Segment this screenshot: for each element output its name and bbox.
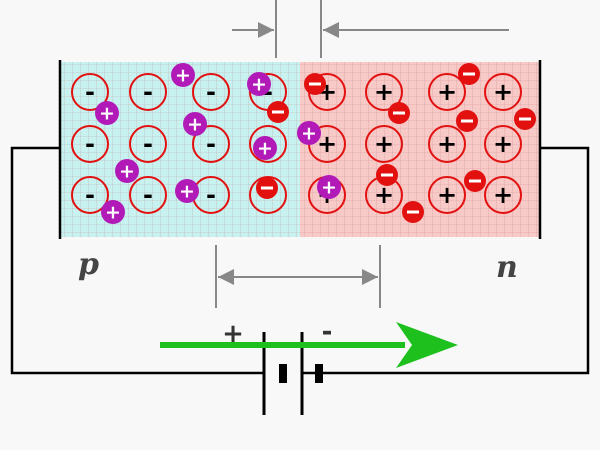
junction-width-dimension-bottom [215,245,381,308]
svg-text:+: + [99,103,115,125]
battery-small-plate-right [315,364,323,383]
acceptor-ion: - [71,176,109,214]
donor-ion: + [365,73,403,111]
hole: + [101,200,125,224]
svg-text:+: + [105,202,121,224]
svg-text:+: + [179,181,195,203]
electron [456,110,478,132]
electron [267,101,289,123]
svg-text:-: - [263,78,273,106]
electron [388,102,410,124]
svg-text:+: + [257,138,273,160]
battery-negative-label: - [322,317,333,347]
hole: + [297,121,321,145]
hole: + [175,179,199,203]
svg-text:-: - [85,181,95,209]
svg-text:+: + [493,130,513,158]
lattice-grid [60,62,540,237]
electron [464,170,486,192]
svg-text:+: + [321,177,337,199]
battery-small-plate-left [279,364,287,383]
donor-ion: + [484,73,522,111]
free-electrons [256,63,536,223]
svg-text:+: + [301,123,317,145]
donor-ion: + [484,176,522,214]
svg-text:-: - [143,130,153,158]
svg-text:+: + [374,181,394,209]
svg-text:-: - [206,181,216,209]
wire-right [302,146,590,375]
hole: + [183,112,207,136]
acceptor-ion: - [71,73,109,111]
junction-width-dimension-top [232,0,509,58]
svg-text:-: - [206,78,216,106]
electron [458,63,480,85]
donor-ion: + [428,176,466,214]
electron [402,201,424,223]
acceptor-ion: - [129,73,167,111]
acceptor-ion: - [71,125,109,163]
svg-text:+: + [374,78,394,106]
svg-text:+: + [437,130,457,158]
acceptor-ion: - [192,73,230,111]
svg-text:-: - [85,130,95,158]
svg-text:-: - [85,78,95,106]
donor-ion: + [484,125,522,163]
hole: + [171,63,195,87]
svg-text:-: - [143,78,153,106]
svg-text:+: + [374,130,394,158]
donor-ion: + [365,125,403,163]
acceptor-ion: - [192,125,230,163]
hole: + [247,72,271,96]
hole: + [95,101,119,125]
electron [256,177,278,199]
n-region-label: n [496,250,518,285]
electron [376,164,398,186]
hole: + [317,175,341,199]
svg-text:+: + [175,65,191,87]
acceptor-ion: - [129,176,167,214]
svg-text:-: - [143,181,153,209]
donor-ion: + [428,125,466,163]
svg-text:+: + [317,130,337,158]
svg-text:+: + [437,181,457,209]
donor-ions: ++++++++++++ [308,73,522,214]
svg-text:+: + [493,181,513,209]
donor-ion: + [428,73,466,111]
svg-text:+: + [493,78,513,106]
hole: + [115,159,139,183]
p-region-label: p [78,247,99,282]
acceptor-ion: - [129,125,167,163]
svg-text:+: + [251,74,267,96]
svg-text:+: + [187,114,203,136]
battery-positive-label: + [222,319,244,349]
hole: + [253,136,277,160]
svg-text:-: - [206,130,216,158]
holes: ++++++++++ [95,63,341,224]
current-arrow [160,322,458,368]
electron [304,73,326,95]
acceptor-ions: ------------ [71,73,287,214]
svg-text:+: + [437,78,457,106]
wire-left [10,146,264,375]
electron [514,108,536,130]
svg-text:+: + [119,161,135,183]
